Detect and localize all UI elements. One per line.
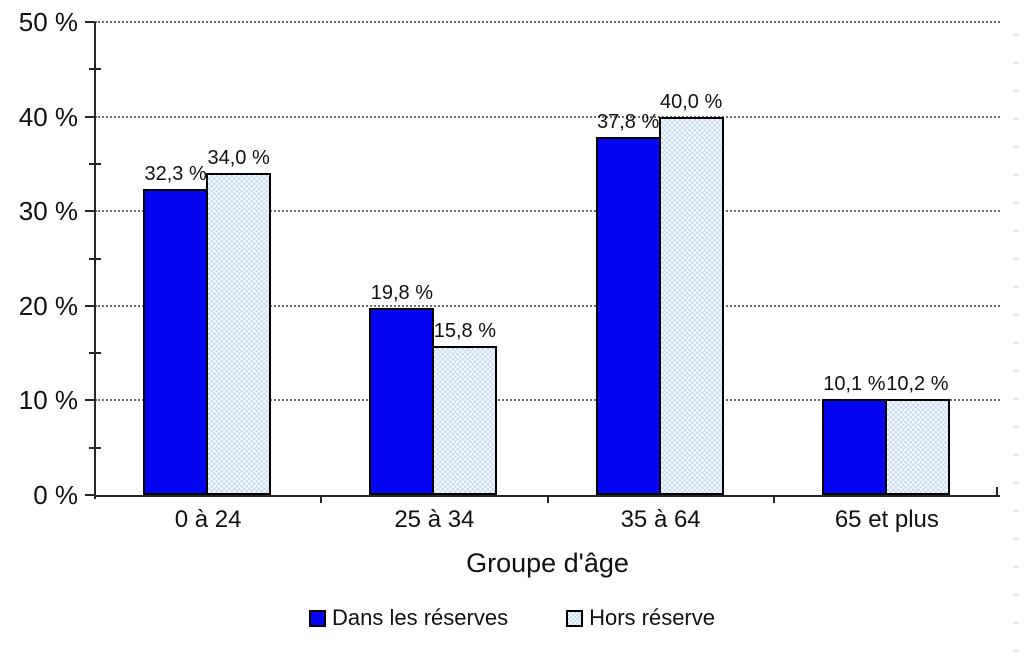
y-tick-label: 20 % — [18, 290, 78, 321]
edge-artifact-dash — [1013, 202, 1019, 204]
x-boundary-tick — [772, 495, 775, 503]
y-tick-label: 30 % — [18, 196, 78, 227]
y-minor-tick — [89, 352, 101, 355]
gridline — [95, 399, 1000, 402]
bar-value-label: 40,0 % — [659, 91, 723, 113]
x-boundary-tick — [546, 495, 549, 503]
edge-artifact-dash — [1013, 90, 1019, 92]
bar-hors-reserve — [206, 173, 272, 495]
y-minor-tick — [89, 68, 101, 71]
y-tick-label: 50 % — [18, 7, 78, 37]
y-minor-tick — [89, 257, 101, 260]
y-major-tick — [85, 399, 95, 402]
edge-artifact-dash — [1013, 342, 1019, 344]
y-major-tick — [85, 21, 95, 23]
x-axis-title: Groupe d'âge — [466, 548, 629, 578]
edge-artifact-dash — [1013, 566, 1019, 568]
edge-artifact-dash — [1013, 594, 1019, 596]
legend-item-dans-les-reserves: Dans les réserves — [309, 605, 508, 631]
category-label: 35 à 64 — [620, 506, 701, 533]
legend-swatch-dans-les-reserves-icon — [309, 609, 326, 627]
bar-hors-reserve — [432, 346, 498, 495]
y-major-tick — [85, 115, 95, 118]
y-tick-label: 0 % — [33, 480, 78, 510]
legend-label-hors-reserve: Hors réserve — [589, 605, 715, 630]
x-boundary-tick — [320, 495, 323, 503]
legend-label-dans-les-reserves: Dans les réserves — [332, 605, 509, 630]
bar-dans-les-reserves — [821, 399, 887, 495]
legend-swatch-hors-reserve-icon — [566, 609, 584, 627]
edge-artifact-dash — [1013, 314, 1019, 316]
edge-artifact-dash — [1013, 62, 1019, 64]
bar-hors-reserve — [658, 117, 724, 495]
y-major-tick — [85, 494, 95, 496]
edge-artifact-dash — [1013, 174, 1019, 176]
edge-artifact-dash — [1013, 118, 1019, 120]
edge-artifact-dash — [1013, 230, 1019, 232]
y-minor-tick — [89, 162, 101, 165]
edge-artifact-dash — [1013, 538, 1019, 540]
y-major-tick — [85, 304, 95, 307]
edge-artifact-dash — [1013, 622, 1019, 624]
bar-value-label: 10,2 % — [886, 373, 949, 395]
edge-artifact-dash — [1013, 482, 1019, 484]
bar-value-label: 15,8 % — [433, 320, 496, 342]
edge-artifact-dash — [1013, 398, 1019, 400]
y-axis-line — [94, 22, 96, 499]
bar-dans-les-reserves — [595, 137, 661, 495]
edge-artifact-dash — [1013, 510, 1019, 512]
gridline — [95, 21, 1000, 23]
category-label: 0 à 24 — [174, 506, 242, 533]
bar-value-label: 34,0 % — [207, 147, 270, 169]
edge-artifact-dash — [1013, 146, 1019, 148]
gridline — [95, 115, 1000, 118]
category-label: 25 à 34 — [394, 506, 475, 533]
edge-artifact-dash — [1013, 286, 1019, 288]
gridline — [95, 304, 1000, 307]
edge-artifact-dash — [1013, 258, 1019, 260]
y-tick-label: 10 % — [18, 385, 78, 416]
legend: Dans les réserves Hors réserve — [0, 605, 1024, 631]
bar-dans-les-reserves — [143, 189, 209, 495]
y-tick-label: 40 % — [18, 101, 78, 132]
edge-artifact-dash — [1013, 650, 1019, 652]
edge-artifact-dash — [1013, 34, 1019, 36]
gridline — [95, 210, 1000, 213]
bar-value-label: 19,8 % — [370, 282, 433, 304]
bar-value-label: 32,3 % — [144, 163, 207, 185]
bar-value-label: 37,8 % — [596, 111, 660, 133]
legend-item-hors-reserve: Hors réserve — [566, 605, 715, 631]
x-axis-end-tick — [996, 487, 998, 495]
y-minor-tick — [89, 446, 101, 449]
category-label: 65 et plus — [834, 506, 939, 533]
edge-artifact-dash — [1013, 454, 1019, 456]
edge-artifact-dash — [1013, 370, 1019, 372]
bar-value-label: 10,1 % — [823, 373, 886, 395]
y-major-tick — [85, 210, 95, 213]
bar-hors-reserve — [884, 399, 950, 495]
edge-artifact-dash — [1013, 426, 1019, 428]
